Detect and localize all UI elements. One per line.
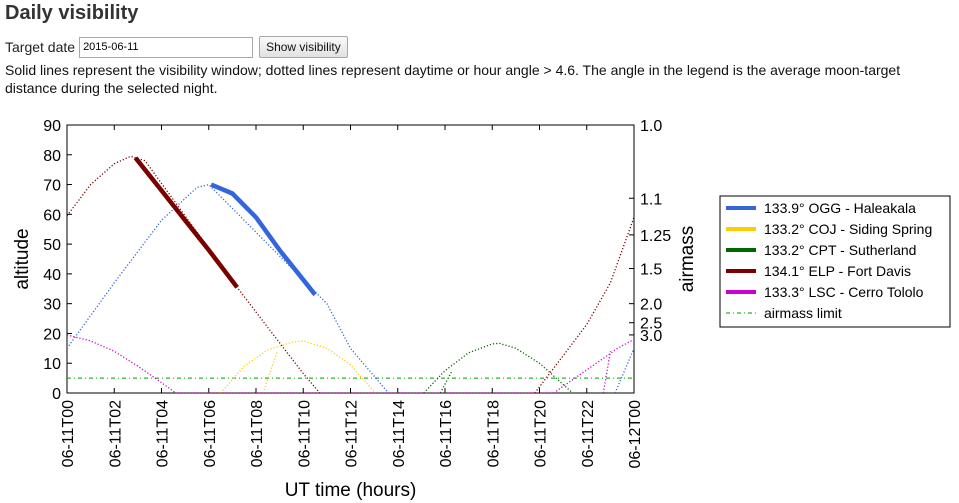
- target-date-label: Target date: [5, 39, 76, 55]
- series-4-dotted-line: [67, 334, 634, 393]
- y-tick-label: 30: [43, 297, 61, 314]
- legend-entry-3: 134.1° ELP - Fort Davis: [764, 263, 911, 279]
- x-axis-label: UT time (hours): [285, 480, 417, 501]
- y-tick-label: 50: [43, 237, 61, 254]
- airmass-axis-label: airmass: [677, 226, 698, 293]
- x-tick-label: 06-11T18: [485, 400, 502, 467]
- y-tick-label: 10: [43, 356, 61, 373]
- x-tick-label: 06-12T00: [627, 400, 644, 469]
- legend-entry-airmass-limit: airmass limit: [764, 305, 842, 321]
- airmass-tick-label: 1.25: [640, 228, 671, 245]
- series-dotted-segment: [534, 217, 634, 393]
- x-tick-label: 06-11T16: [438, 400, 455, 467]
- x-tick-label: 06-11T02: [107, 400, 124, 467]
- airmass-tick-label: 1.1: [640, 191, 662, 208]
- y-tick-label: 60: [43, 207, 61, 224]
- series-dotted-segment: [614, 348, 634, 393]
- x-tick-label: 06-11T06: [202, 400, 219, 467]
- x-tick-label: 06-11T22: [580, 400, 597, 467]
- series-1-dotted-line: [220, 340, 376, 393]
- date-controls: Target date Show visibility: [5, 36, 348, 58]
- target-date-input[interactable]: [79, 36, 254, 58]
- page-title: Daily visibility: [5, 2, 139, 24]
- airmass-tick-label: 2.0: [640, 297, 662, 314]
- series-3-solid-line: [133, 156, 239, 289]
- x-tick-label: 06-11T10: [296, 400, 313, 467]
- show-visibility-button[interactable]: Show visibility: [259, 36, 348, 58]
- airmass-tick-label: 3.0: [640, 328, 662, 345]
- airmass-tick-label: 1.0: [640, 118, 662, 135]
- y-tick-label: 0: [52, 386, 61, 403]
- x-tick-label: 06-11T12: [344, 400, 361, 467]
- y-tick-label: 20: [43, 326, 61, 343]
- airmass-tick-label: 2.5: [640, 316, 662, 333]
- plot-frame: [66, 124, 635, 394]
- x-tick-label: 06-11T14: [391, 400, 408, 467]
- y-tick-label: 70: [43, 178, 61, 195]
- y-tick-label: 90: [43, 118, 61, 135]
- series-3-dotted-line: [67, 155, 321, 393]
- chart-description: Solid lines represent the visibility win…: [5, 62, 901, 96]
- x-tick-label: 06-11T00: [60, 400, 77, 467]
- y-tick-label: 80: [43, 148, 61, 165]
- y-tick-label: 40: [43, 267, 61, 284]
- x-tick-label: 06-11T20: [533, 400, 550, 467]
- y-axis-label: altitude: [12, 228, 33, 289]
- series-0-solid-line: [210, 182, 317, 297]
- series-2-dotted-line: [423, 342, 574, 393]
- legend-entry-1: 133.2° COJ - Siding Spring: [764, 221, 932, 237]
- series-dotted-segment: [262, 351, 278, 393]
- legend-entry-4: 133.3° LSC - Cerro Tololo: [764, 284, 924, 300]
- series-dotted-segment: [439, 370, 453, 393]
- legend-entry-0: 133.9° OGG - Haleakala: [764, 200, 916, 216]
- x-tick-label: 06-11T08: [249, 400, 266, 467]
- legend-entry-2: 133.2° CPT - Sutherland: [764, 242, 916, 258]
- series-dotted-segment: [602, 351, 612, 393]
- x-tick-label: 06-11T04: [155, 400, 172, 467]
- airmass-tick-label: 1.5: [640, 262, 662, 279]
- series-0-dotted-line: [67, 183, 390, 393]
- legend-box: [719, 195, 951, 328]
